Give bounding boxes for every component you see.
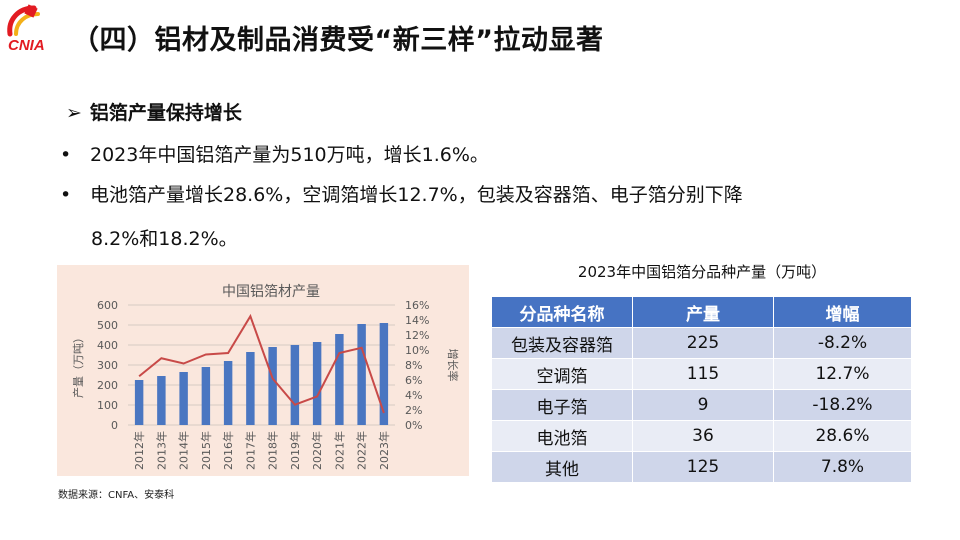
bar: [179, 372, 188, 425]
x-tick-label: 2013年: [154, 431, 168, 470]
x-tick-label: 2021年: [332, 431, 346, 470]
y-axis-label: 产量（万吨）: [71, 332, 85, 398]
bar: [290, 345, 300, 425]
table-row: 包装及容器箔 225 -8.2%: [492, 327, 912, 359]
table-title: 2023年中国铝箔分品种产量（万吨）: [577, 263, 827, 281]
table-cell: 28.6%: [773, 420, 912, 452]
subhead: ➢ 铝箔产量保持增长: [66, 98, 242, 125]
bullet-item: • 2023年中国铝箔产量为510万吨，增长1.6%。: [60, 140, 489, 167]
production-chart: 中国铝箔材产量 0 100 200 300 400 500 600 0% 2% 4% 6% 8% 10…: [71, 284, 460, 470]
bullet-text: 2023年中国铝箔产量为510万吨，增长1.6%。: [90, 144, 489, 166]
table-header-cell: 增幅: [773, 297, 912, 328]
y2-tick-label: 12%: [405, 329, 429, 342]
bar: [201, 367, 211, 425]
y2-tick-label: 10%: [405, 344, 429, 357]
table-header-row: 分品种名称 产量 增幅: [492, 297, 912, 328]
table-cell: 9: [632, 389, 774, 421]
bar: [379, 323, 389, 425]
table-row: 其他 125 7.8%: [492, 451, 912, 483]
bullet-dot-icon: •: [60, 184, 72, 206]
y2-axis-label: 增长率: [446, 349, 460, 382]
table-cell: 7.8%: [773, 451, 912, 483]
source-note: 数据来源：CNFA、安泰科: [58, 490, 175, 501]
bar: [268, 347, 277, 425]
table-cell: 12.7%: [773, 358, 912, 390]
bar: [357, 324, 366, 425]
table-row: 电子箔 9 -18.2%: [492, 389, 912, 421]
table-cell: -18.2%: [773, 389, 912, 421]
cnia-logo: CNIA: [4, 4, 64, 56]
bar: [134, 380, 144, 425]
bullet-text-continued: 8.2%和18.2%。: [91, 228, 238, 250]
x-tick-label: 2015年: [199, 431, 213, 470]
subhead-text: 铝箔产量保持增长: [89, 102, 242, 124]
product-table: 分品种名称 产量 增幅 包装及容器箔 225 -8.2% 空调箔 115 12.…: [492, 297, 912, 483]
table-cell: 115: [632, 358, 774, 390]
table-cell: 包装及容器箔: [492, 327, 633, 359]
y-tick-label: 500: [97, 319, 118, 332]
table-cell: 电池箔: [492, 420, 633, 452]
bullet-item: • 电池箔产量增长28.6%，空调箔增长12.7%，包装及容器箔、电子箔分别下降: [60, 180, 743, 207]
y2-tick-label: 16%: [405, 299, 429, 312]
x-tick-label: 2022年: [355, 431, 369, 470]
y-tick-label: 300: [97, 359, 118, 372]
bullet-dot-icon: •: [60, 144, 72, 166]
chart-panel: 中国铝箔材产量 0 100 200 300 400 500 600 0% 2% 4% 6% 8% 10…: [57, 265, 469, 476]
chart-title: 中国铝箔材产量: [222, 284, 320, 300]
growth-line: [138, 313, 385, 414]
table-cell: -8.2%: [773, 327, 912, 359]
page-title: （四）铝材及制品消费受“新三样”拉动显著: [72, 25, 604, 56]
y2-tick-label: 4%: [405, 389, 422, 402]
x-tick-label: 2012年: [132, 431, 146, 470]
x-tick-label: 2023年: [377, 431, 391, 470]
y2-tick-label: 2%: [405, 404, 422, 417]
x-tick-label: 2016年: [221, 431, 235, 470]
x-tick-label: 2014年: [177, 431, 191, 470]
y-tick-label: 100: [97, 399, 118, 412]
table-header-cell: 分品种名称: [492, 297, 633, 328]
table-cell: 36: [632, 420, 774, 452]
x-tick-label: 2020年: [310, 431, 324, 470]
table-cell: 225: [632, 327, 774, 359]
y2-tick-label: 0%: [405, 419, 422, 432]
bar: [223, 361, 233, 425]
table-header-cell: 产量: [632, 297, 774, 328]
table-cell: 125: [632, 451, 774, 483]
table-row: 空调箔 115 12.7%: [492, 358, 912, 390]
bar: [335, 334, 344, 425]
table-cell: 空调箔: [492, 358, 633, 390]
table-cell: 其他: [492, 451, 633, 483]
x-tick-label: 2018年: [266, 431, 280, 470]
y2-tick-label: 8%: [405, 359, 422, 372]
table-cell: 电子箔: [492, 389, 633, 421]
y-tick-label: 200: [97, 379, 118, 392]
y2-tick-label: 14%: [405, 314, 429, 327]
y2-tick-label: 6%: [405, 374, 422, 387]
bar: [312, 342, 322, 425]
y-tick-label: 600: [97, 299, 118, 312]
x-tick-label: 2017年: [243, 431, 257, 470]
y-tick-label: 0: [111, 419, 118, 432]
table-row: 电池箔 36 28.6%: [492, 420, 912, 452]
bullet-text: 电池箔产量增长28.6%，空调箔增长12.7%，包装及容器箔、电子箔分别下降: [90, 184, 743, 206]
x-tick-label: 2019年: [288, 431, 302, 470]
logo-text: CNIA: [8, 37, 45, 54]
y-tick-label: 400: [97, 339, 118, 352]
arrow-bullet-icon: ➢: [66, 102, 82, 124]
bar: [246, 352, 255, 425]
bar: [157, 376, 166, 425]
